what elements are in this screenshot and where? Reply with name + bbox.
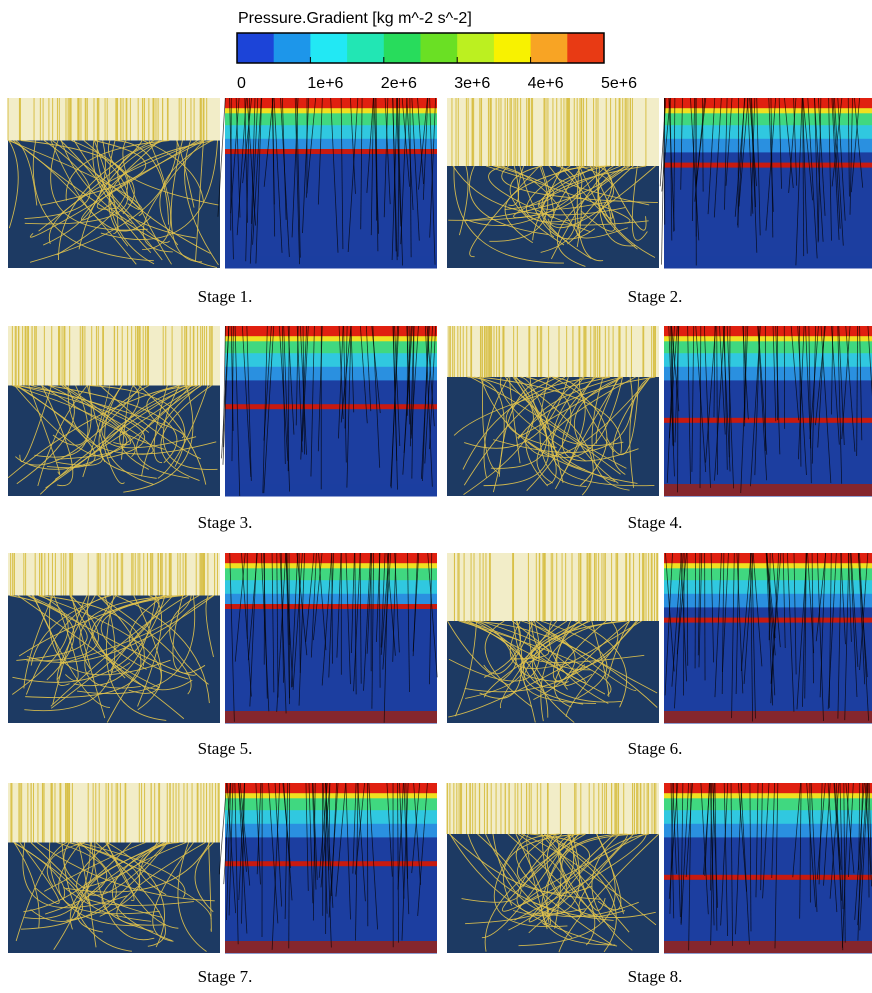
stage-panel: Stage 6. <box>447 553 872 758</box>
colorbar-segment <box>567 33 604 63</box>
pressure-floor <box>225 711 437 723</box>
pressure-front <box>664 875 872 880</box>
pressure-band <box>225 336 437 342</box>
pressure-band <box>664 341 872 353</box>
colorbar-tick-label: 2e+6 <box>381 75 417 92</box>
stage-caption: Stage 6. <box>628 739 683 758</box>
pressure-front <box>225 604 437 609</box>
pressure-front <box>664 163 872 168</box>
pressure-band <box>664 336 872 342</box>
pressure-floor <box>664 256 872 268</box>
stage-caption: Stage 4. <box>628 513 683 532</box>
pressure-streamline <box>738 98 739 228</box>
streamline-top <box>447 783 659 834</box>
pressure-floor <box>664 711 872 723</box>
colorbar-segment <box>384 33 421 63</box>
colorbar-tick-label: 5e+6 <box>601 75 637 92</box>
colorbar-segment <box>457 33 494 63</box>
pressure-band <box>225 326 437 337</box>
pressure-band <box>664 113 872 125</box>
stage-panel: Stage 1. <box>8 98 437 306</box>
stage-panel: Stage 8. <box>447 783 872 986</box>
stage-caption: Stage 3. <box>198 513 253 532</box>
streamline-top <box>447 326 659 377</box>
colorbar-tick-label: 1e+6 <box>307 75 343 92</box>
colorbar-segment <box>421 33 458 63</box>
pressure-floor <box>225 484 437 496</box>
stage-panel: Stage 4. <box>447 326 872 532</box>
pressure-band <box>664 125 872 139</box>
stage-panel: Stage 2. <box>447 98 872 306</box>
panels: Stage 1. Stage 2. Stage 3. Stage 4. Stage 5.… <box>8 98 872 986</box>
colorbar-title: Pressure.Gradient [kg m^-2 s^-2] <box>238 10 472 27</box>
colorbar-segment <box>494 33 531 63</box>
pressure-band <box>225 367 437 381</box>
stage-caption: Stage 1. <box>198 287 253 306</box>
pressure-front <box>225 149 437 154</box>
colorbar-segment <box>531 33 568 63</box>
colorbar: 0 1e+6 2e+6 3e+6 4e+6 5e+6 <box>237 33 637 92</box>
colorbar-tick-label: 0 <box>237 75 246 92</box>
stage-caption: Stage 7. <box>198 967 253 986</box>
colorbar-tick-label: 4e+6 <box>528 75 564 92</box>
pressure-band <box>225 568 437 580</box>
pressure-floor <box>664 484 872 496</box>
colorbar-segment <box>347 33 384 63</box>
pressure-front <box>664 418 872 423</box>
stage-panel: Stage 3. <box>8 326 437 532</box>
colorbar-segment <box>237 33 274 63</box>
figure: Pressure.Gradient [kg m^-2 s^-2] 0 1e+6 2e… <box>0 0 872 993</box>
pressure-floor <box>225 256 437 268</box>
pressure-front <box>225 404 437 409</box>
stage-caption: Stage 2. <box>628 287 683 306</box>
stage-caption: Stage 8. <box>628 967 683 986</box>
colorbar-segment <box>310 33 347 63</box>
pressure-band <box>225 353 437 367</box>
colorbar-segment <box>274 33 311 63</box>
pressure-floor <box>664 941 872 953</box>
pressure-band <box>225 783 437 794</box>
pressure-band <box>225 580 437 594</box>
stage-panel: Stage 5. <box>8 553 437 758</box>
streamline-top <box>8 783 220 843</box>
stage-panel: Stage 7. <box>8 783 437 986</box>
pressure-streamline <box>810 783 811 902</box>
colorbar-tick-label: 3e+6 <box>454 75 490 92</box>
stage-caption: Stage 5. <box>198 739 253 758</box>
pressure-band <box>225 341 437 353</box>
pressure-band <box>664 326 872 337</box>
pressure-band <box>664 783 872 794</box>
streamline-top <box>8 98 220 141</box>
